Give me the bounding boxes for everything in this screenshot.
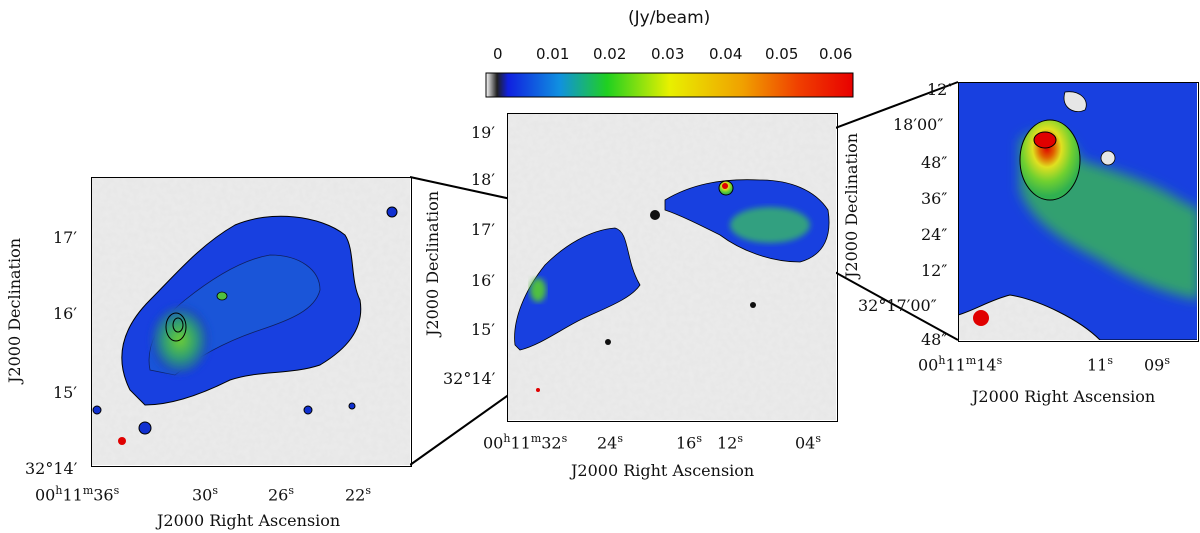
center-x-tick: 12s — [717, 432, 744, 453]
right-y-tick: 36″ — [921, 189, 948, 208]
right-y-tick: 24″ — [921, 225, 948, 244]
center-y-tick: 16′ — [471, 271, 495, 290]
right-y-tick: 12″ — [921, 261, 948, 280]
right-y-axis-label: J2000 Declination — [842, 132, 861, 278]
center-panel-frame — [507, 113, 838, 422]
right-y-tick: 18′00″ — [893, 115, 944, 134]
right-x-tick: 11s — [1087, 354, 1114, 375]
left-y-axis-label: J2000 Declination — [5, 237, 24, 383]
left-x-tick: 00h11m36s — [35, 484, 120, 505]
left-beam-marker — [118, 437, 126, 445]
colorbar — [485, 72, 854, 98]
center-x-axis-label: J2000 Right Ascension — [571, 461, 755, 480]
colorbar-tick: 0.03 — [651, 45, 685, 63]
left-y-tick: 16′ — [53, 304, 77, 323]
left-x-tick: 22s — [345, 484, 372, 505]
center-x-tick: 00h11m32s — [483, 432, 568, 453]
left-x-tick: 30s — [192, 484, 219, 505]
center-map-image — [507, 113, 836, 420]
colorbar-title: (Jy/beam) — [628, 8, 711, 28]
right-x-tick: 00h11m14s — [918, 354, 1003, 375]
center-y-tick: 18′ — [471, 170, 495, 189]
right-y-tick: 32°17′00″ — [858, 296, 937, 315]
left-y-tick: 32°14′ — [25, 459, 78, 478]
center-y-tick: 15′ — [471, 320, 495, 339]
colorbar-tick: 0.04 — [709, 45, 743, 63]
center-y-tick: 19′ — [471, 123, 495, 142]
left-panel-frame — [91, 177, 412, 467]
center-x-tick: 04s — [795, 432, 822, 453]
left-x-axis-label: J2000 Right Ascension — [157, 511, 341, 530]
right-y-tick: 12″ — [927, 80, 954, 99]
right-map-image — [958, 82, 1197, 340]
center-x-tick: 16s — [676, 432, 703, 453]
right-y-tick: 48″ — [921, 153, 948, 172]
left-y-tick: 15′ — [53, 383, 77, 402]
right-panel-frame — [958, 82, 1199, 342]
right-x-tick: 09s — [1144, 354, 1171, 375]
left-x-tick: 26s — [268, 484, 295, 505]
left-y-tick: 17′ — [53, 228, 77, 247]
colorbar-tick: 0.02 — [593, 45, 627, 63]
center-x-tick: 24s — [597, 432, 624, 453]
right-x-axis-label: J2000 Right Ascension — [972, 387, 1156, 406]
center-y-tick: 32°14′ — [443, 369, 496, 388]
center-y-axis-label: J2000 Declination — [423, 190, 442, 336]
left-map-image — [91, 177, 410, 465]
colorbar-tick: 0.01 — [536, 45, 570, 63]
right-y-tick: 48″ — [921, 330, 948, 349]
colorbar-tick: 0 — [493, 45, 503, 63]
right-beam-marker — [973, 310, 989, 326]
colorbar-tick: 0.05 — [765, 45, 799, 63]
center-y-tick: 17′ — [471, 220, 495, 239]
colorbar-tick: 0.06 — [819, 45, 853, 63]
